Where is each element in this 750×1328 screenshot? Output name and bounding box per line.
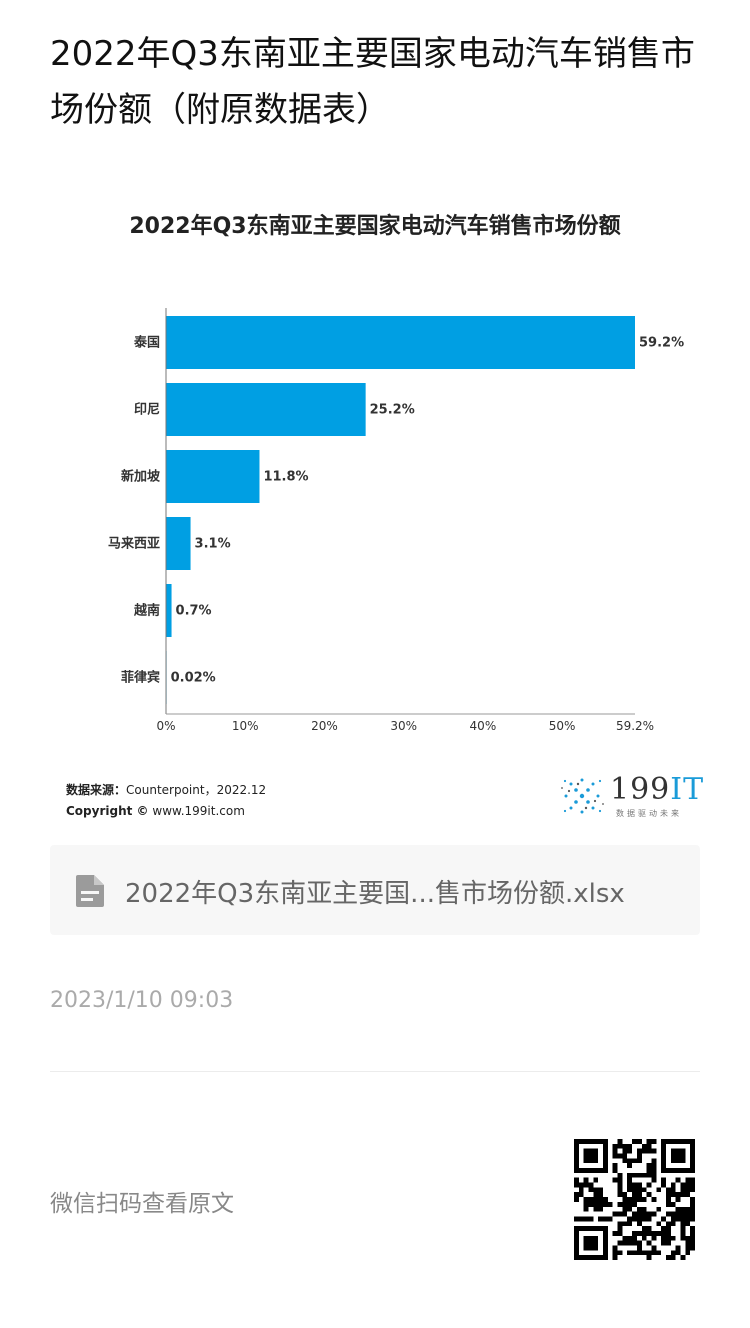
x-tick-label: 50% [549, 719, 576, 733]
copyright-label: Copyright © [66, 804, 149, 818]
x-tick-label: 40% [470, 719, 497, 733]
category-label: 越南 [133, 603, 160, 619]
attachment-filename: 2022年Q3东南亚主要国...售市场份额.xlsx [125, 879, 625, 909]
category-label: 泰国 [133, 335, 160, 351]
bar-1 [166, 316, 635, 369]
file-icon [76, 875, 104, 907]
qr-code[interactable] [574, 1139, 695, 1260]
category-label: 新加坡 [121, 469, 161, 485]
chart-title: 2022年Q3东南亚主要国家电动汽车销售市场份额 [129, 214, 621, 239]
bar-5 [166, 584, 172, 637]
x-tick-label: 10% [232, 719, 259, 733]
scan-qr-prompt: 微信扫码查看原文 [50, 1191, 234, 1217]
page-title: 2022年Q3东南亚主要国家电动汽车销售市场份额（附原数据表） [50, 34, 695, 130]
bar-2 [166, 383, 366, 436]
divider [50, 1071, 700, 1072]
value-label: 0.7% [176, 604, 212, 619]
site-url: www.199it.com [152, 804, 245, 818]
value-label: 3.1% [195, 537, 231, 552]
data-source: 数据来源：Counterpoint，2022.12 Copyright © ww… [66, 780, 266, 822]
category-label: 马来西亚 [108, 536, 160, 552]
brand-logo: 199IT 数据驱动未来 [558, 772, 703, 820]
bar-chart: 泰国 59.2% 印尼 25.2% 新加坡 11.8% 马来西亚 3.1% 越南 0.7% 菲律宾 0… [108, 308, 684, 733]
attachment-card[interactable]: 2022年Q3东南亚主要国...售市场份额.xlsx [50, 845, 700, 935]
chart-card: 2022年Q3东南亚主要国家电动汽车销售市场份额 泰国 59.2% 印尼 25.2% 新… [50, 190, 703, 830]
value-label: 11.8% [263, 470, 308, 485]
x-tick-label: 0% [156, 719, 175, 733]
bar-4 [166, 517, 191, 570]
logo-slogan: 数据驱动未来 [616, 809, 682, 818]
logo-wordmark: 199IT [610, 772, 705, 807]
x-tick-label: 59.2% [616, 719, 654, 733]
value-label: 25.2% [370, 403, 415, 418]
category-label: 印尼 [134, 403, 160, 418]
category-label: 菲律宾 [121, 670, 160, 686]
x-tick-label: 20% [311, 719, 338, 733]
source-text: Counterpoint，2022.12 [126, 783, 267, 797]
value-label: 0.02% [171, 671, 216, 686]
bar-3 [166, 450, 260, 503]
source-label: 数据来源： [66, 783, 127, 797]
post-datetime: 2023/1/10 09:03 [50, 988, 234, 1013]
value-label: 59.2% [639, 336, 684, 351]
x-tick-label: 30% [390, 719, 417, 733]
logo-burst-icon [561, 778, 604, 814]
